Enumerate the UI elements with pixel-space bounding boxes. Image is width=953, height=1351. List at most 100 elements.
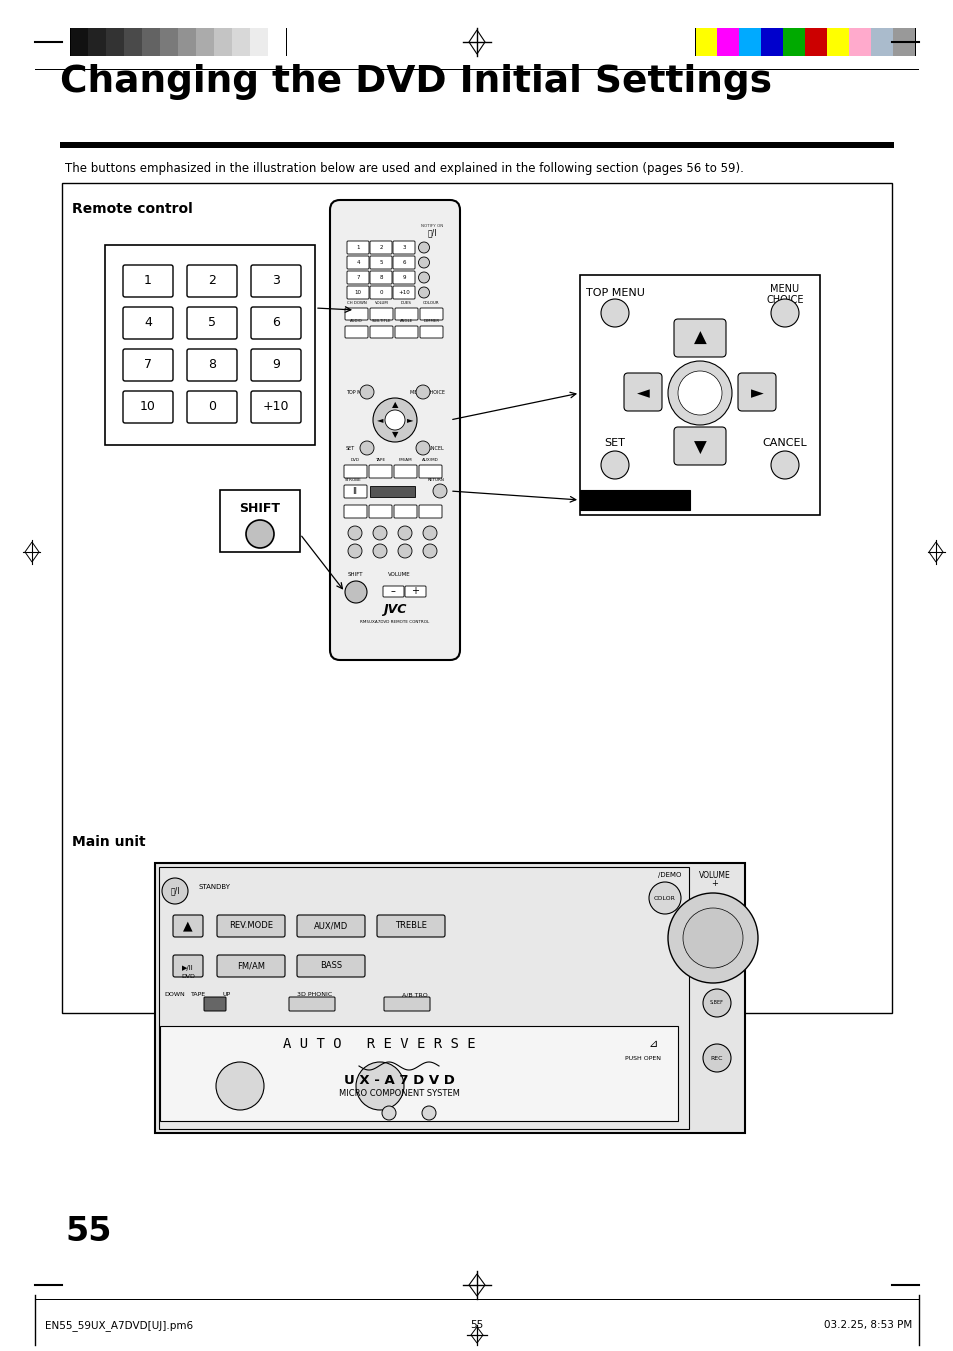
FancyBboxPatch shape — [187, 307, 236, 339]
Circle shape — [648, 882, 680, 915]
FancyBboxPatch shape — [394, 465, 416, 478]
FancyBboxPatch shape — [370, 308, 393, 320]
FancyBboxPatch shape — [216, 955, 285, 977]
Bar — [232, 28, 250, 55]
Text: ENTER: ENTER — [679, 388, 720, 399]
Bar — [717, 28, 739, 55]
FancyBboxPatch shape — [204, 997, 226, 1011]
FancyBboxPatch shape — [673, 319, 725, 357]
Text: ▼: ▼ — [392, 431, 397, 439]
Circle shape — [422, 526, 436, 540]
FancyBboxPatch shape — [370, 255, 392, 269]
FancyBboxPatch shape — [344, 465, 367, 478]
Text: CANCEL: CANCEL — [761, 438, 806, 449]
Circle shape — [682, 908, 742, 969]
Circle shape — [418, 272, 429, 282]
Bar — [35, 69, 918, 70]
Circle shape — [355, 1062, 403, 1111]
Circle shape — [770, 299, 799, 327]
Text: /DEMO: /DEMO — [658, 871, 681, 878]
FancyBboxPatch shape — [738, 373, 775, 411]
Text: Main unit: Main unit — [71, 835, 146, 848]
Circle shape — [373, 399, 416, 442]
FancyBboxPatch shape — [393, 240, 415, 254]
Text: SHIFT: SHIFT — [239, 501, 280, 515]
Text: TAPE: TAPE — [192, 993, 207, 997]
Circle shape — [416, 385, 430, 399]
Circle shape — [348, 544, 361, 558]
Bar — [159, 867, 688, 1129]
Text: STANDBY: STANDBY — [199, 884, 231, 890]
FancyBboxPatch shape — [370, 286, 392, 299]
FancyBboxPatch shape — [251, 307, 301, 339]
Text: 10: 10 — [355, 290, 361, 295]
Text: ◄: ◄ — [636, 384, 649, 403]
Circle shape — [702, 989, 730, 1017]
Circle shape — [373, 544, 387, 558]
Text: REV.MODE: REV.MODE — [229, 921, 273, 931]
FancyBboxPatch shape — [345, 326, 368, 338]
Circle shape — [373, 526, 387, 540]
FancyBboxPatch shape — [187, 349, 236, 381]
FancyBboxPatch shape — [405, 586, 426, 597]
FancyBboxPatch shape — [623, 373, 661, 411]
Text: MENU: MENU — [770, 284, 799, 295]
Bar — [848, 28, 870, 55]
Bar — [804, 28, 826, 55]
Circle shape — [667, 361, 731, 426]
Circle shape — [385, 409, 405, 430]
Text: AUX/MD: AUX/MD — [421, 458, 438, 462]
FancyBboxPatch shape — [345, 308, 368, 320]
Text: 1: 1 — [355, 245, 359, 250]
Text: ⏻/I: ⏻/I — [170, 886, 179, 896]
FancyBboxPatch shape — [123, 390, 172, 423]
Text: +: + — [411, 586, 418, 596]
FancyBboxPatch shape — [418, 465, 441, 478]
Text: AUDIO: AUDIO — [350, 319, 362, 323]
FancyBboxPatch shape — [296, 915, 365, 938]
Bar — [695, 28, 696, 55]
FancyBboxPatch shape — [382, 586, 403, 597]
Text: 8: 8 — [379, 276, 382, 280]
Text: 5: 5 — [208, 316, 215, 330]
FancyBboxPatch shape — [347, 272, 369, 284]
Text: 9: 9 — [402, 276, 405, 280]
Text: S.BEF: S.BEF — [709, 1001, 723, 1005]
Text: SHIFT: SHIFT — [348, 571, 363, 577]
Bar — [892, 28, 914, 55]
Circle shape — [600, 451, 628, 480]
Text: –: – — [390, 586, 395, 596]
FancyBboxPatch shape — [123, 349, 172, 381]
Bar — [760, 28, 782, 55]
Text: 03.2.25, 8:53 PM: 03.2.25, 8:53 PM — [822, 1320, 911, 1329]
Text: MICRO COMPONENT SYSTEM: MICRO COMPONENT SYSTEM — [338, 1089, 459, 1098]
Bar — [286, 28, 287, 55]
Circle shape — [416, 440, 430, 455]
FancyBboxPatch shape — [395, 308, 417, 320]
Text: U X - A 7 D V D: U X - A 7 D V D — [343, 1074, 454, 1086]
Text: DIMMER: DIMMER — [423, 319, 439, 323]
Text: ◄: ◄ — [376, 416, 383, 424]
FancyBboxPatch shape — [673, 427, 725, 465]
Circle shape — [418, 242, 429, 253]
FancyBboxPatch shape — [187, 265, 236, 297]
FancyBboxPatch shape — [376, 915, 444, 938]
Text: Changing the DVD Initial Settings: Changing the DVD Initial Settings — [60, 63, 771, 100]
Circle shape — [359, 440, 374, 455]
Text: ▲: ▲ — [183, 920, 193, 932]
FancyBboxPatch shape — [172, 955, 203, 977]
FancyBboxPatch shape — [344, 505, 367, 517]
Text: MENU CHOICE: MENU CHOICE — [410, 389, 444, 394]
FancyBboxPatch shape — [394, 505, 416, 517]
FancyBboxPatch shape — [369, 465, 392, 478]
Text: 10: 10 — [140, 400, 155, 413]
FancyBboxPatch shape — [251, 349, 301, 381]
Text: A U T O   R E V E R S E: A U T O R E V E R S E — [282, 1038, 475, 1051]
Text: FM/AM: FM/AM — [397, 458, 412, 462]
Text: ▲: ▲ — [693, 330, 705, 347]
FancyBboxPatch shape — [296, 955, 365, 977]
Bar — [142, 28, 160, 55]
FancyBboxPatch shape — [393, 272, 415, 284]
FancyBboxPatch shape — [289, 997, 335, 1011]
Text: 2: 2 — [208, 274, 215, 288]
